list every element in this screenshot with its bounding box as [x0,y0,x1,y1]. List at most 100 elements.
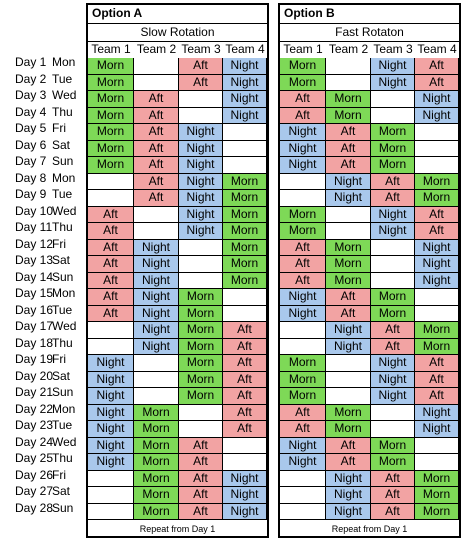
day-number: Day 11 [15,220,53,234]
day-number: Day 24 [15,434,54,449]
weekday-name: Wed [52,434,77,449]
shift-cell-night: Night [371,223,415,240]
shift-cell-morn: Morn [88,107,134,124]
shift-cell-morn: Morn [134,454,179,471]
shift-cell-night: Night [179,173,223,190]
team-header: Team 2 [328,42,369,56]
option-a-title-text: Option A [92,6,143,20]
shift-cell-aft: Aft [415,58,459,75]
team-header: Team 3 [181,42,221,56]
shift-cell-night: Night [415,421,459,438]
day-number: Day 14 [15,269,54,284]
option-b-panel: Option B Fast Rotaton Team 1 Team 2 Team 3… [278,3,461,538]
shift-cell-night: Night [415,239,459,256]
shift-cell-aft: Aft [179,470,223,487]
shift-cell-aft: Aft [179,74,223,91]
shift-cell-empty [415,140,459,157]
day-label-row: Day 7 Sun [0,153,90,170]
shift-cell-aft: Aft [326,305,371,322]
shift-cell-night: Night [223,58,267,75]
day-label-row: Day 10 Wed [0,203,90,220]
shift-cell-empty [371,404,415,421]
day-label-row: Day 9 Tue [0,186,90,203]
shift-cell-night: Night [179,190,223,207]
shift-cell-night: Night [280,124,326,141]
shift-cell-morn: Morn [223,256,267,273]
shift-cell-morn: Morn [415,173,459,190]
shift-cell-night: Night [280,454,326,471]
weekday-name: Sun [52,154,74,168]
day-number: Day 9 [15,187,47,201]
weekday-name: Sun [52,500,74,515]
shift-cell-empty [415,289,459,306]
shift-cell-empty [223,124,267,141]
shift-cell-aft: Aft [415,355,459,372]
shift-cell-aft: Aft [280,272,326,289]
shift-cell-empty [88,487,134,504]
shift-cell-morn: Morn [371,124,415,141]
shift-cell-night: Night [326,322,371,339]
shift-cell-night: Night [134,256,179,273]
shift-cell-night: Night [179,206,223,223]
shift-cell-night: Night [371,388,415,405]
shift-cell-aft: Aft [371,487,415,504]
weekday-name: Sat [52,253,71,267]
shift-cell-aft: Aft [371,503,415,520]
weekday-name: Fri [52,467,66,482]
day-number: Day 26 [15,467,54,482]
shift-cell-empty [134,388,179,405]
shift-cell-night: Night [415,107,459,124]
shift-cell-empty [134,74,179,91]
day-number: Day 3 [15,88,47,102]
shift-cell-night: Night [326,173,371,190]
shift-cell-morn: Morn [326,107,371,124]
shift-cell-aft: Aft [223,388,267,405]
shift-cell-aft: Aft [134,140,179,157]
shift-cell-aft: Aft [326,437,371,454]
shift-cell-morn: Morn [179,322,223,339]
shift-cell-night: Night [88,388,134,405]
shift-cell-aft: Aft [280,91,326,108]
shift-cell-aft: Aft [88,206,134,223]
shift-cell-aft: Aft [179,58,223,75]
shift-cell-night: Night [134,272,179,289]
shift-cell-night: Night [280,157,326,174]
shift-cell-empty [134,355,179,372]
shift-cell-aft: Aft [134,173,179,190]
shift-cell-aft: Aft [371,173,415,190]
weekday-name: Fri [52,121,66,135]
day-number: Day 18 [15,335,54,350]
day-number: Day 1 [15,55,47,69]
shift-cell-aft: Aft [326,157,371,174]
shift-cell-empty [179,256,223,273]
shift-cell-aft: Aft [179,437,223,454]
day-number: Day 17 [15,319,54,333]
shift-cell-aft: Aft [88,239,134,256]
weekday-name: Wed [52,319,77,333]
shift-cell-night: Night [179,223,223,240]
weekday-name: Thu [52,335,73,350]
day-number: Day 20 [15,368,54,383]
shift-cell-morn: Morn [223,272,267,289]
shift-cell-aft: Aft [415,74,459,91]
shift-cell-morn: Morn [415,470,459,487]
day-number: Day 23 [15,418,54,432]
shift-cell-empty [326,223,371,240]
day-label-row: Day 15 Mon [0,285,90,302]
shift-cell-night: Night [88,421,134,438]
shift-cell-night: Night [88,454,134,471]
shift-cell-aft: Aft [223,371,267,388]
shift-cell-morn: Morn [280,58,326,75]
weekday-name: Wed [52,88,77,102]
shift-cell-morn: Morn [179,289,223,306]
shift-cell-morn: Morn [371,289,415,306]
shift-cell-night: Night [280,305,326,322]
shift-cell-aft: Aft [88,223,134,240]
shift-cell-aft: Aft [88,256,134,273]
shift-cell-aft: Aft [280,107,326,124]
shift-cell-aft: Aft [134,91,179,108]
shift-cell-aft: Aft [280,256,326,273]
day-label-row: Day 26 Fri [0,467,90,484]
shift-cell-empty [280,487,326,504]
weekday-name: Sat [52,484,71,498]
